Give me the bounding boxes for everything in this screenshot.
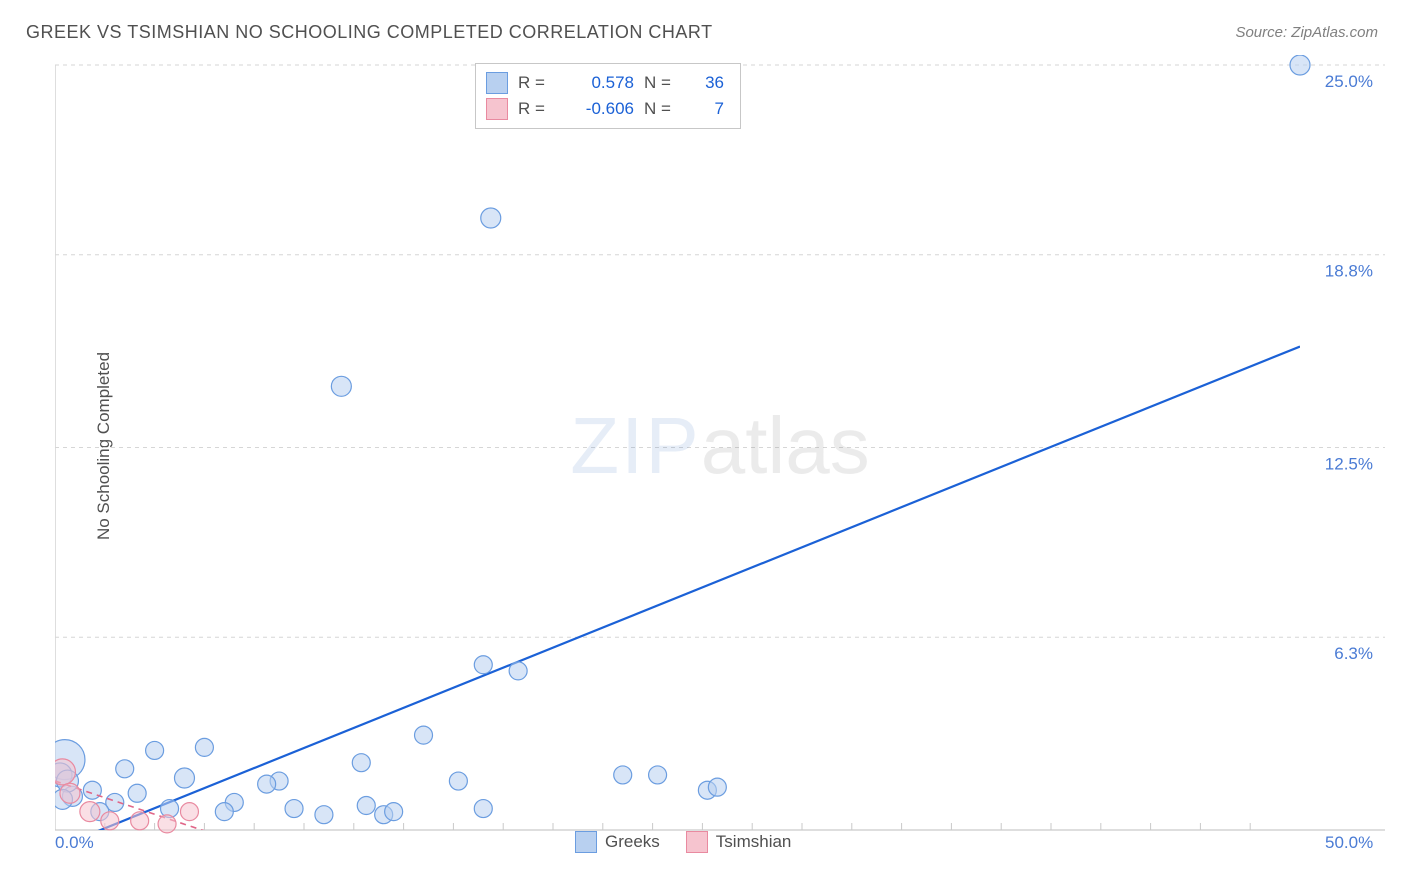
r-label: R = — [518, 70, 554, 96]
n-label: N = — [644, 96, 680, 122]
legend-label: Tsimshian — [716, 832, 792, 852]
data-point — [649, 766, 667, 784]
data-point — [449, 772, 467, 790]
data-point — [614, 766, 632, 784]
data-point — [195, 738, 213, 756]
data-point — [180, 803, 198, 821]
data-point — [258, 775, 276, 793]
n-value: 36 — [690, 70, 724, 96]
legend-item: Tsimshian — [686, 831, 792, 853]
data-point — [116, 760, 134, 778]
data-point — [80, 802, 100, 822]
y-tick-label: 6.3% — [1334, 644, 1373, 663]
legend-swatch — [486, 72, 508, 94]
legend-label: Greeks — [605, 832, 660, 852]
scatter-svg: 6.3% 12.5% 18.8% 25.0% — [55, 55, 1385, 855]
data-point — [474, 800, 492, 818]
n-label: N = — [644, 70, 680, 96]
data-point — [285, 800, 303, 818]
data-point — [128, 784, 146, 802]
x-axis-max-label: 50.0% — [1325, 833, 1373, 853]
bottom-legend: Greeks Tsimshian — [575, 831, 791, 853]
n-value: 7 — [690, 96, 724, 122]
r-value: -0.606 — [564, 96, 634, 122]
data-point — [708, 778, 726, 796]
chart-title: GREEK VS TSIMSHIAN NO SCHOOLING COMPLETE… — [26, 22, 713, 43]
stats-row: R = -0.606 N = 7 — [486, 96, 724, 122]
r-value: 0.578 — [564, 70, 634, 96]
data-point — [474, 656, 492, 674]
data-point — [83, 781, 101, 799]
stats-row: R = 0.578 N = 36 — [486, 70, 724, 96]
stats-box: R = 0.578 N = 36 R = -0.606 N = 7 — [475, 63, 741, 129]
data-point — [357, 797, 375, 815]
y-tick-label: 18.8% — [1325, 262, 1373, 281]
data-point — [331, 376, 351, 396]
y-tick-label: 25.0% — [1325, 72, 1373, 91]
legend-swatch — [686, 831, 708, 853]
data-point — [174, 768, 194, 788]
x-axis-min-label: 0.0% — [55, 833, 94, 853]
data-point — [415, 726, 433, 744]
data-point — [60, 783, 80, 803]
data-point — [158, 815, 176, 833]
data-point — [55, 759, 75, 785]
data-point — [215, 803, 233, 821]
y-tick-label: 12.5% — [1325, 455, 1373, 474]
trendline — [55, 347, 1300, 849]
legend-swatch — [486, 98, 508, 120]
data-point — [481, 208, 501, 228]
legend-item: Greeks — [575, 831, 660, 853]
r-label: R = — [518, 96, 554, 122]
data-point — [101, 812, 119, 830]
data-point — [352, 754, 370, 772]
data-point — [1290, 55, 1310, 75]
legend-swatch — [575, 831, 597, 853]
source-label: Source: ZipAtlas.com — [1235, 24, 1378, 41]
data-point — [385, 803, 403, 821]
plot-area: 6.3%12.5%18.8%25.0% ZIPatlas R =0.578N =… — [55, 55, 1385, 855]
data-point — [315, 806, 333, 824]
data-point — [146, 741, 164, 759]
data-point — [509, 662, 527, 680]
data-point — [131, 812, 149, 830]
